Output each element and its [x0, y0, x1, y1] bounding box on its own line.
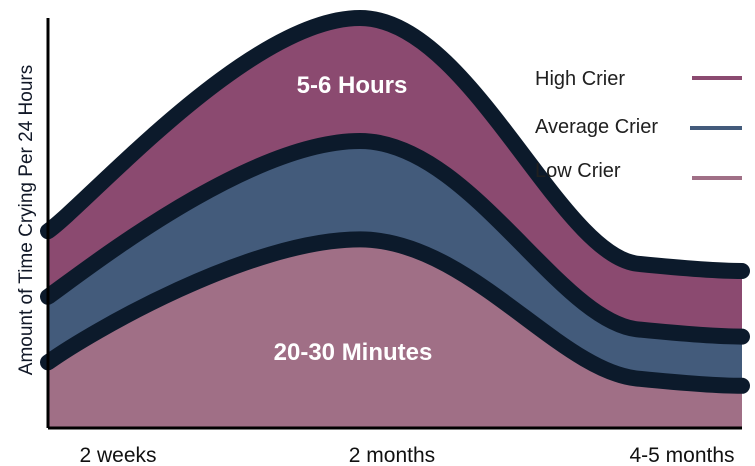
average-crier-outline [40, 133, 750, 345]
high-crier-outline [40, 10, 750, 279]
annotation-low-crier: 20-30 Minutes [274, 339, 433, 366]
legend-label-average-crier: Average Crier [535, 116, 658, 138]
x-tick-4-5-months: 4-5 months [629, 444, 734, 466]
x-tick-2-weeks: 2 weeks [79, 444, 156, 466]
legend-label-high-crier: High Crier [535, 68, 625, 90]
area-layer [40, 10, 750, 428]
legend-label-low-crier: Low Crier [535, 160, 621, 182]
low-crier-outline [40, 231, 750, 394]
x-tick-2-months: 2 months [349, 444, 435, 466]
low-crier-area [48, 239, 742, 428]
annotation-high-crier: 5-6 Hours [297, 72, 408, 99]
legend: High Crier Average Crier Low Crier [535, 68, 742, 182]
y-axis-label: Amount of Time Crying Per 24 Hours [16, 65, 37, 375]
